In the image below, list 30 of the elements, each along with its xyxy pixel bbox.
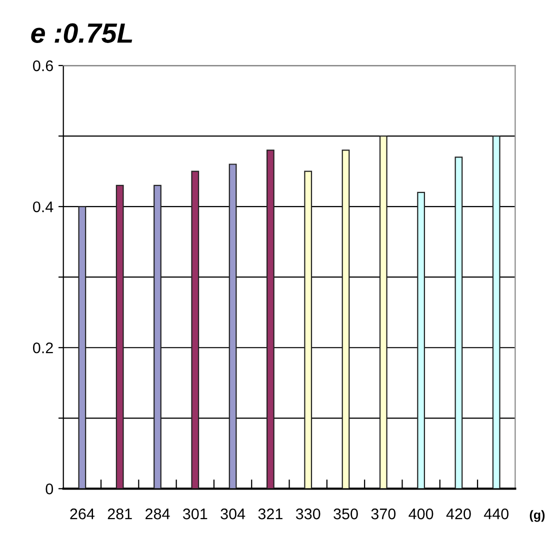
chart-title: e :0.75L: [31, 23, 132, 43]
bar: [454, 156, 463, 489]
x-tick-label: 301: [182, 508, 208, 520]
bar: [417, 192, 425, 489]
x-axis-title: (g): [530, 510, 545, 522]
x-tick-label: 284: [146, 508, 170, 520]
bar: [379, 135, 388, 489]
y-tick-label: 0.6: [33, 60, 53, 72]
y-tick-label: 0: [46, 484, 54, 494]
bar: [154, 184, 162, 489]
bar: [228, 164, 237, 489]
x-tick-label: 400: [408, 508, 434, 520]
x-tick-label: 264: [70, 508, 94, 520]
bar: [492, 135, 500, 489]
bar: [78, 206, 86, 489]
x-tick-label: 440: [484, 508, 509, 520]
x-tick-label: 420: [446, 508, 471, 520]
x-tick-label: 304: [220, 508, 246, 520]
x-tick-label: 321: [258, 508, 282, 520]
y-tick-label: 0.4: [33, 201, 54, 212]
x-tick-label: 281: [108, 508, 132, 520]
x-tick-label: 350: [334, 508, 358, 520]
bar: [266, 150, 274, 489]
bar: [116, 184, 124, 489]
bar: [342, 150, 350, 489]
x-tick-label: 370: [371, 508, 396, 520]
bar: [191, 170, 200, 489]
bar: [304, 170, 312, 489]
y-tick-label: 0.2: [33, 342, 53, 354]
x-tick-label: 330: [296, 508, 320, 520]
